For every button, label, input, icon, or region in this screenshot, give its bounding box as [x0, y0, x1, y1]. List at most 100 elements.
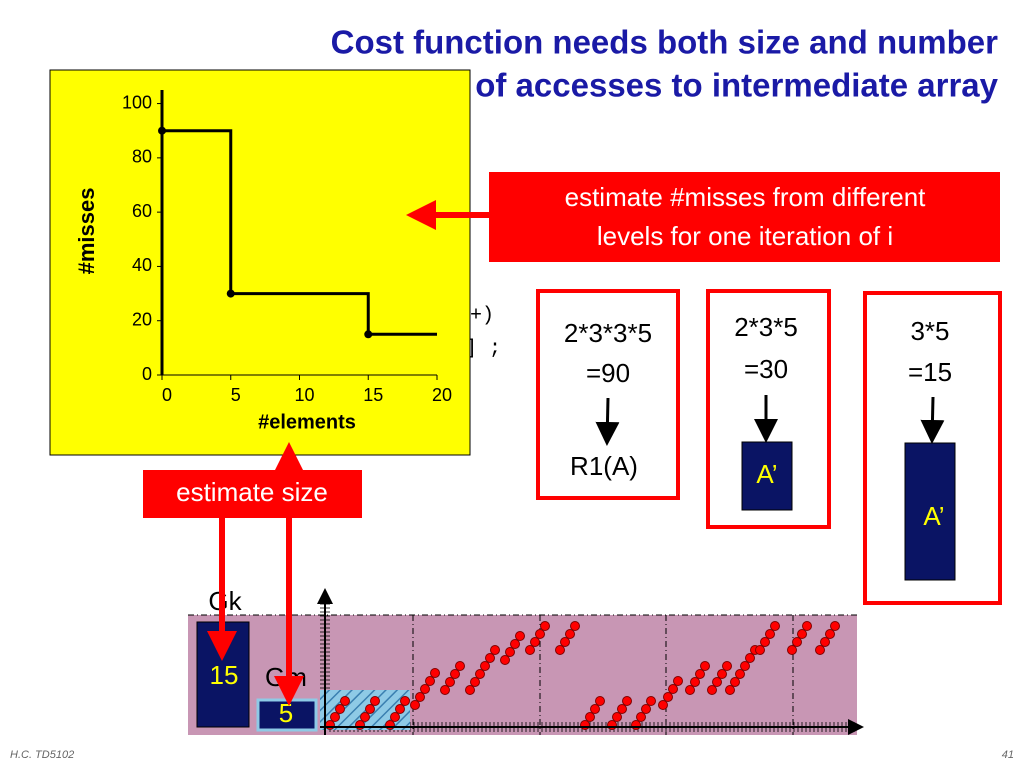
- access-dot: [415, 692, 425, 702]
- access-dot: [445, 677, 455, 687]
- y-tick-label: 20: [132, 309, 152, 329]
- access-dot: [335, 704, 345, 714]
- level-text: 3*5: [910, 316, 949, 346]
- x-tick-label: 5: [231, 385, 241, 405]
- access-dot: [395, 704, 405, 714]
- access-dot: [515, 631, 525, 641]
- access-dot: [646, 696, 656, 706]
- data-point: [226, 289, 235, 298]
- level-box: [536, 289, 680, 500]
- gm-value: 5: [279, 698, 293, 728]
- level-target: A’: [756, 459, 777, 489]
- level-text: 2*3*5: [734, 312, 798, 342]
- arrow: [920, 396, 945, 444]
- access-dot: [755, 645, 765, 655]
- access-dot: [465, 685, 475, 695]
- access-dot: [663, 692, 673, 702]
- access-dot: [525, 645, 535, 655]
- access-dot: [802, 621, 812, 631]
- access-dot: [765, 629, 775, 639]
- data-point: [158, 126, 166, 135]
- page-number: 41: [1002, 749, 1014, 761]
- access-dot: [385, 720, 395, 730]
- access-dot: [815, 645, 825, 655]
- access-dot: [612, 712, 622, 722]
- access-dot: [668, 684, 678, 694]
- access-dot: [685, 685, 695, 695]
- access-dot: [595, 696, 605, 706]
- access-dot: [700, 661, 710, 671]
- y-tick-label: 40: [132, 255, 152, 275]
- access-dot: [425, 676, 435, 686]
- access-dot: [740, 661, 750, 671]
- access-dot: [430, 668, 440, 678]
- gm-region: [320, 690, 410, 730]
- title-line: of accesses to intermediate array: [475, 67, 998, 104]
- access-dot: [673, 676, 683, 686]
- access-dot: [500, 655, 510, 665]
- access-dot: [400, 696, 410, 706]
- access-dot: [555, 645, 565, 655]
- access-dot: [390, 712, 400, 722]
- access-dot: [622, 696, 632, 706]
- access-dot: [475, 669, 485, 679]
- access-dot: [530, 637, 540, 647]
- access-dot: [725, 685, 735, 695]
- access-dot: [565, 629, 575, 639]
- access-dot: [325, 720, 335, 730]
- x-tick-label: 20: [432, 385, 452, 405]
- access-dot: [636, 712, 646, 722]
- level-target: R1(A): [570, 451, 638, 481]
- access-dot: [820, 637, 830, 647]
- access-dot: [760, 637, 770, 647]
- y-tick-label: 100: [122, 92, 152, 112]
- access-dot: [825, 629, 835, 639]
- access-dot: [631, 720, 641, 730]
- access-dot: [585, 712, 595, 722]
- level-text: =15: [908, 357, 952, 387]
- gk-value: 15: [210, 660, 239, 690]
- access-dot: [455, 661, 465, 671]
- access-dot: [658, 700, 668, 710]
- access-dot: [590, 704, 600, 714]
- access-dot: [535, 629, 545, 639]
- level-box: [863, 291, 1002, 605]
- access-dot: [355, 720, 365, 730]
- footer-left: H.C. TD5102: [10, 749, 74, 761]
- access-dot: [707, 685, 717, 695]
- y-tick-label: 80: [132, 147, 152, 167]
- access-dot: [485, 653, 495, 663]
- access-dot: [540, 621, 550, 631]
- access-dot: [365, 704, 375, 714]
- code-fragment: +): [470, 304, 494, 327]
- access-dot: [607, 720, 617, 730]
- access-dot: [360, 712, 370, 722]
- access-dot: [570, 621, 580, 631]
- y-tick-label: 60: [132, 201, 152, 221]
- access-dot: [560, 637, 570, 647]
- access-dot: [717, 669, 727, 679]
- code-fragment: ] ;: [465, 337, 501, 360]
- access-dot: [470, 677, 480, 687]
- title-line: Cost function needs both size and number: [331, 24, 999, 61]
- access-dot: [797, 629, 807, 639]
- array-block: [904, 442, 956, 581]
- access-dot: [340, 696, 350, 706]
- access-dot: [490, 645, 500, 655]
- level-target: A’: [923, 501, 944, 531]
- access-dot: [410, 700, 420, 710]
- callout-text: levels for one iteration of i: [597, 221, 893, 251]
- access-dot: [722, 661, 732, 671]
- callout-text: estimate #misses from different: [565, 182, 927, 212]
- x-tick-label: 0: [162, 385, 172, 405]
- y-tick-label: 0: [142, 364, 152, 384]
- access-dot: [695, 669, 705, 679]
- chart: 0 20 40 60 80 100 0 5 10 15 20 #elements #misses: [49, 69, 471, 456]
- access-pattern: [325, 621, 840, 730]
- access-dot: [792, 637, 802, 647]
- x-tick-label: 15: [363, 385, 383, 405]
- access-dot: [450, 669, 460, 679]
- access-dot: [370, 696, 380, 706]
- access-dot: [730, 677, 740, 687]
